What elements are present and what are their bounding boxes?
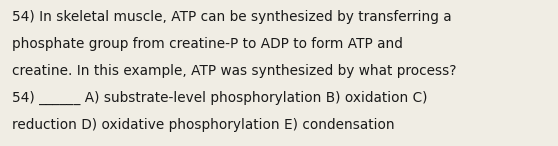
Text: creatine. In this example, ATP was synthesized by what process?: creatine. In this example, ATP was synth… xyxy=(12,64,457,78)
Text: reduction D) oxidative phosphorylation E) condensation: reduction D) oxidative phosphorylation E… xyxy=(12,118,395,132)
Text: phosphate group from creatine-P to ADP to form ATP and: phosphate group from creatine-P to ADP t… xyxy=(12,37,403,51)
Text: 54) In skeletal muscle, ATP can be synthesized by transferring a: 54) In skeletal muscle, ATP can be synth… xyxy=(12,10,452,24)
Text: 54) ______ A) substrate-level phosphorylation B) oxidation C): 54) ______ A) substrate-level phosphoryl… xyxy=(12,91,428,105)
